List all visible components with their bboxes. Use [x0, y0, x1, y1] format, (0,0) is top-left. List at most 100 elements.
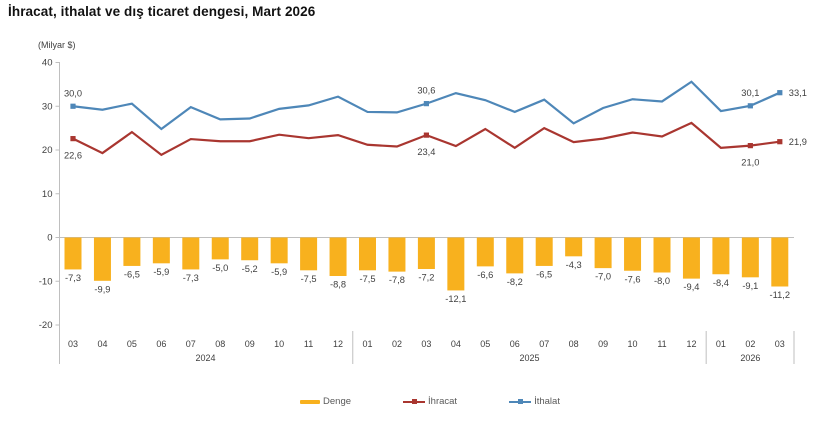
denge-bar [152, 237, 170, 264]
denge-bar [417, 237, 435, 269]
ihracat-line-swatch-icon [403, 397, 426, 406]
denge-bar [300, 237, 318, 271]
ithalat-point-value-label: 30,6 [417, 86, 435, 96]
x-axis-month-label: 12 [686, 339, 696, 349]
y-axis-tick-label: -10 [39, 276, 53, 287]
ihracat-point-value-label: 21,0 [741, 158, 759, 168]
ihracat-point-marker [70, 136, 76, 142]
x-axis-month-label: 02 [392, 339, 402, 349]
denge-bar-value-label: -8,4 [713, 278, 729, 288]
ihracat-point-value-label: 22,6 [64, 151, 82, 161]
ithalat-line-swatch-icon [509, 397, 532, 406]
ithalat-point-marker [423, 101, 429, 107]
denge-bar [388, 237, 406, 272]
denge-bar [741, 237, 759, 278]
x-axis-month-label: 09 [598, 339, 608, 349]
denge-bar-value-label: -7,5 [359, 274, 375, 284]
denge-bar-value-label: -8,8 [330, 280, 346, 290]
denge-bar [535, 237, 553, 266]
x-axis-month-label: 08 [569, 339, 579, 349]
x-axis-month-label: 03 [68, 339, 78, 349]
denge-bar [624, 237, 642, 271]
ithalat-point-marker [777, 90, 783, 96]
chart-legend: Denge İhracat İthalat [0, 396, 814, 407]
chart-title: İhracat, ithalat ve dış ticaret dengesi,… [8, 4, 316, 19]
x-axis-month-label: 06 [156, 339, 166, 349]
denge-bar-swatch-icon [300, 399, 321, 404]
denge-bar-value-label: -6,5 [536, 269, 552, 279]
x-axis-month-label: 07 [186, 339, 196, 349]
denge-bar-value-label: -9,4 [683, 282, 699, 292]
denge-bar [771, 237, 789, 287]
ithalat-point-marker [70, 103, 76, 109]
x-axis-month-label: 02 [745, 339, 755, 349]
legend-item-ithalat: İthalat [509, 396, 560, 407]
denge-bar-value-label: -5,9 [153, 267, 169, 277]
denge-bar-value-label: -6,5 [124, 269, 140, 279]
denge-bar [182, 237, 200, 270]
denge-bar-value-label: -7,2 [418, 273, 434, 283]
denge-bar-value-label: -4,3 [566, 260, 582, 270]
denge-bar [712, 237, 730, 275]
denge-bar [594, 237, 612, 269]
y-axis-tick-label: 40 [42, 58, 53, 69]
x-axis-month-label: 11 [657, 339, 666, 349]
x-axis-month-label: 04 [97, 339, 107, 349]
y-axis-tick-label: 30 [42, 101, 53, 112]
ihracat-point-value-label: 23,4 [417, 147, 435, 157]
denge-bar [241, 237, 259, 261]
denge-bar-value-label: -7,8 [389, 275, 405, 285]
x-axis-month-label: 06 [510, 339, 520, 349]
x-axis-month-label: 08 [215, 339, 225, 349]
denge-bar [211, 237, 229, 260]
denge-bar [329, 237, 347, 276]
legend-item-denge: Denge [300, 396, 351, 407]
ithalat-point-value-label: 33,1 [789, 88, 807, 98]
denge-bar-value-label: -8,0 [654, 276, 670, 286]
denge-bar [123, 237, 141, 266]
x-axis-month-label: 01 [716, 339, 726, 349]
y-axis-unit-label: (Milyar $) [38, 40, 76, 50]
denge-bar-value-label: -8,2 [507, 277, 523, 287]
x-axis-month-label: 03 [421, 339, 431, 349]
y-axis-tick-label: 0 [47, 233, 52, 244]
ithalat-point-marker [747, 103, 753, 109]
denge-bar-value-label: -7,6 [625, 274, 641, 284]
legend-item-ihracat: İhracat [403, 396, 457, 407]
y-axis-tick-label: 20 [42, 145, 53, 156]
denge-bar-value-label: -5,9 [271, 267, 287, 277]
y-axis-tick-label: 10 [42, 189, 53, 200]
ihracat-point-marker [747, 143, 753, 149]
x-axis-month-label: 07 [539, 339, 549, 349]
x-axis-year-label: 2026 [740, 353, 760, 363]
ihracat-point-marker [423, 132, 429, 138]
denge-bar-value-label: -5,2 [242, 264, 258, 274]
ihracat-point-value-label: 21,9 [789, 137, 807, 147]
denge-bar-value-label: -9,9 [94, 284, 110, 294]
denge-bar [93, 237, 111, 281]
x-axis-month-label: 10 [274, 339, 284, 349]
denge-bar-value-label: -7,3 [65, 273, 81, 283]
x-axis-month-label: 09 [245, 339, 255, 349]
ihracat-point-marker [777, 139, 783, 145]
denge-bar-value-label: -11,2 [770, 290, 791, 300]
denge-bar-value-label: -7,0 [595, 272, 611, 282]
legend-label-ihracat: İhracat [428, 396, 458, 407]
denge-bar [447, 237, 465, 291]
x-axis-month-label: 11 [304, 339, 313, 349]
denge-bar-value-label: -6,6 [477, 270, 493, 280]
denge-bar-value-label: -12,1 [445, 294, 466, 304]
denge-bar [506, 237, 524, 274]
denge-bar-value-label: -5,0 [212, 263, 228, 273]
denge-bar [270, 237, 288, 264]
x-axis-month-label: 04 [451, 339, 461, 349]
x-axis-month-label: 05 [127, 339, 137, 349]
x-axis-month-label: 01 [362, 339, 372, 349]
x-axis-year-label: 2025 [519, 353, 539, 363]
denge-bar [682, 237, 700, 279]
denge-bar [476, 237, 494, 267]
x-axis-month-label: 10 [628, 339, 638, 349]
ithalat-point-value-label: 30,0 [64, 88, 82, 98]
